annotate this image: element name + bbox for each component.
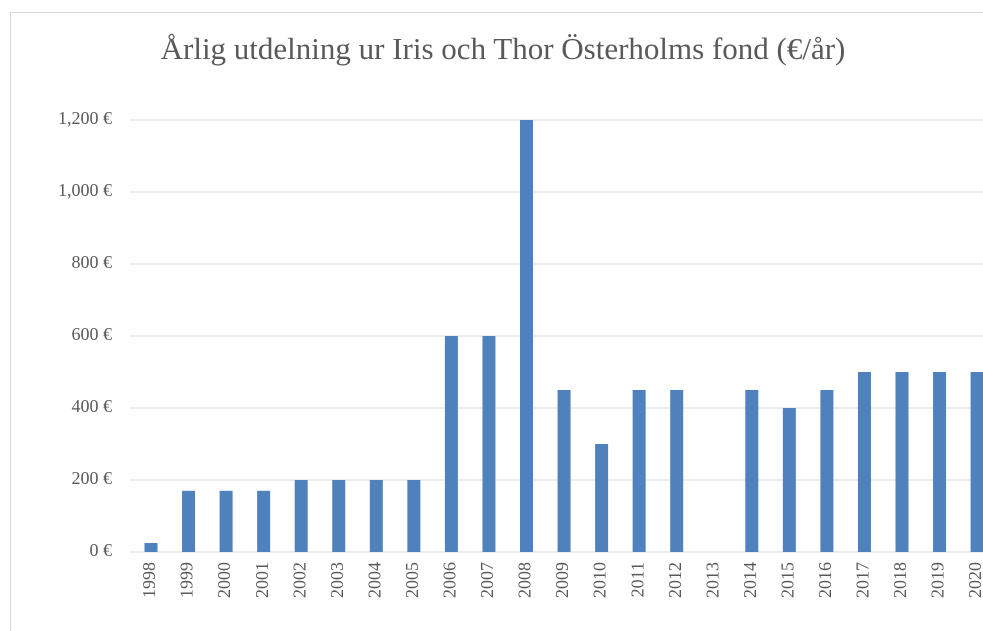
- y-tick-label: 800 €: [72, 252, 113, 272]
- x-tick-label: 2004: [364, 562, 384, 598]
- x-tick-label: 2013: [702, 562, 722, 598]
- x-tick-label: 2001: [252, 562, 272, 598]
- x-tick-label: 2002: [289, 562, 309, 598]
- y-tick-label: 200 €: [72, 468, 113, 488]
- bar: [520, 120, 533, 552]
- x-tick-label: 2005: [402, 562, 422, 598]
- x-tick-label: 2018: [890, 562, 910, 598]
- bar: [182, 490, 196, 552]
- bar: [745, 390, 759, 552]
- x-tick-label: 2007: [477, 562, 497, 598]
- bar: [895, 372, 909, 552]
- x-tick-label: 2009: [552, 562, 572, 598]
- chart-border: [10, 12, 983, 631]
- bar: [369, 480, 383, 552]
- x-tick-label: 2020: [965, 562, 983, 598]
- bar: [144, 543, 158, 552]
- y-tick-label: 0 €: [90, 540, 113, 560]
- x-tick-label: 2016: [815, 562, 835, 598]
- bar: [970, 372, 983, 552]
- x-tick-label: 2015: [777, 562, 797, 598]
- x-tick-label: 1998: [139, 562, 159, 598]
- bar: [820, 390, 834, 552]
- bar: [782, 408, 796, 552]
- x-tick-label: 2006: [440, 562, 460, 598]
- bar: [444, 336, 458, 552]
- x-tick-label: 2000: [214, 562, 234, 598]
- x-tick-label: 1999: [177, 562, 197, 598]
- x-tick-label: 2014: [740, 562, 760, 598]
- bar: [407, 480, 421, 552]
- y-tick-label: 1,200 €: [58, 108, 112, 128]
- bar: [482, 336, 496, 552]
- x-tick-label: 2008: [515, 562, 535, 598]
- bar: [933, 372, 947, 552]
- x-tick-label: 2003: [327, 562, 347, 598]
- bar: [857, 372, 871, 552]
- x-tick-label: 2010: [590, 562, 610, 598]
- y-tick-label: 600 €: [72, 324, 113, 344]
- chart-title: Årlig utdelning ur Iris och Thor Österho…: [160, 31, 846, 66]
- bar: [332, 480, 346, 552]
- y-tick-label: 1,000 €: [58, 180, 112, 200]
- y-tick-label: 400 €: [72, 396, 113, 416]
- bar: [595, 444, 609, 552]
- bar: [219, 490, 233, 552]
- bar: [670, 390, 684, 552]
- x-tick-label: 2017: [853, 562, 873, 598]
- x-tick-label: 2019: [928, 562, 948, 598]
- bar: [257, 490, 271, 552]
- bar: [632, 390, 646, 552]
- x-tick-label: 2011: [627, 562, 647, 597]
- x-tick-label: 2012: [665, 562, 685, 598]
- bar: [294, 480, 308, 552]
- bar: [557, 390, 571, 552]
